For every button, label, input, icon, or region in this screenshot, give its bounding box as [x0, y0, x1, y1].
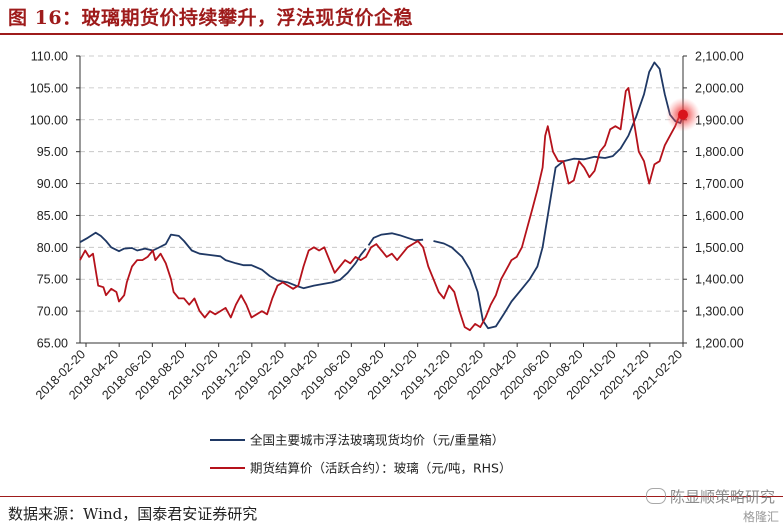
left-tick-label: 90.00: [37, 177, 68, 191]
left-tick-label: 110.00: [31, 50, 68, 64]
right-tick-label: 1,400.00: [695, 273, 744, 287]
right-tick-label: 1,500.00: [695, 241, 744, 255]
legend-label-1: 全国主要城市浮法玻璃现货均价（元/重量箱）: [250, 433, 504, 448]
right-tick-label: 1,200.00: [695, 337, 744, 351]
watermark: 陈显顺策略研究: [645, 486, 775, 507]
right-tick-label: 1,800.00: [695, 145, 744, 159]
series-line-1: [367, 232, 424, 246]
series-line-1: [79, 231, 367, 290]
left-tick-label: 85.00: [37, 209, 68, 223]
left-tick-label: 100.00: [30, 113, 68, 127]
wechat-icon: [645, 488, 666, 504]
gridlines: [80, 55, 683, 312]
left-tick-label: 80.00: [37, 241, 68, 255]
right-tick-label: 2,000.00: [695, 81, 744, 95]
title-bar: 图 16：玻璃期货价持续攀升，浮法现货价企稳: [0, 0, 783, 35]
left-tick-label: 70.00: [37, 305, 68, 319]
series-line-2: [79, 87, 684, 332]
legend-label-2: 期货结算价（活跃合约）：玻璃（元/吨，RHS）: [250, 461, 511, 476]
right-tick-label: 1,700.00: [695, 177, 744, 191]
x-axis: 2018-02-202018-04-202018-06-202018-08-20…: [33, 342, 685, 402]
left-tick-label: 65.00: [37, 337, 68, 351]
right-tick-label: 1,300.00: [695, 305, 744, 319]
title-underline: [0, 33, 783, 35]
legend: 全国主要城市浮法玻璃现货均价（元/重量箱） 期货结算价（活跃合约）：玻璃（元/吨，…: [210, 433, 511, 476]
left-tick-label: 75.00: [37, 273, 68, 287]
right-tick-label: 1,600.00: [695, 209, 744, 223]
source-divider: [0, 496, 783, 497]
highlight-marker: [666, 97, 700, 132]
watermark-label: 陈显顺策略研究: [669, 488, 775, 506]
watermark-secondary: 格隆汇: [742, 510, 779, 524]
series-lines: [79, 61, 684, 332]
left-tick-label: 95.00: [37, 145, 68, 159]
series-line-1: [433, 61, 684, 330]
left-tick-label: 105.00: [30, 81, 68, 95]
right-tick-label: 1,900.00: [695, 113, 744, 127]
source-note: 数据来源：Wind，国泰君安证券研究: [8, 505, 258, 523]
right-tick-label: 2,100.00: [695, 50, 744, 64]
chart-title: 图 16：玻璃期货价持续攀升，浮法现货价企稳: [8, 7, 414, 29]
dual-axis-line-chart: 65.00 70.00 75.00 80.00 85.00 90.00 95.00 100.0…: [30, 50, 744, 476]
highlight-dot: [678, 109, 688, 120]
right-axis: 1,200.00 1,300.00 1,400.00 1,500.00 1,600.00…: [682, 50, 744, 351]
left-axis: 65.00 70.00 75.00 80.00 85.00 90.00 95.00 100.0…: [30, 50, 81, 351]
